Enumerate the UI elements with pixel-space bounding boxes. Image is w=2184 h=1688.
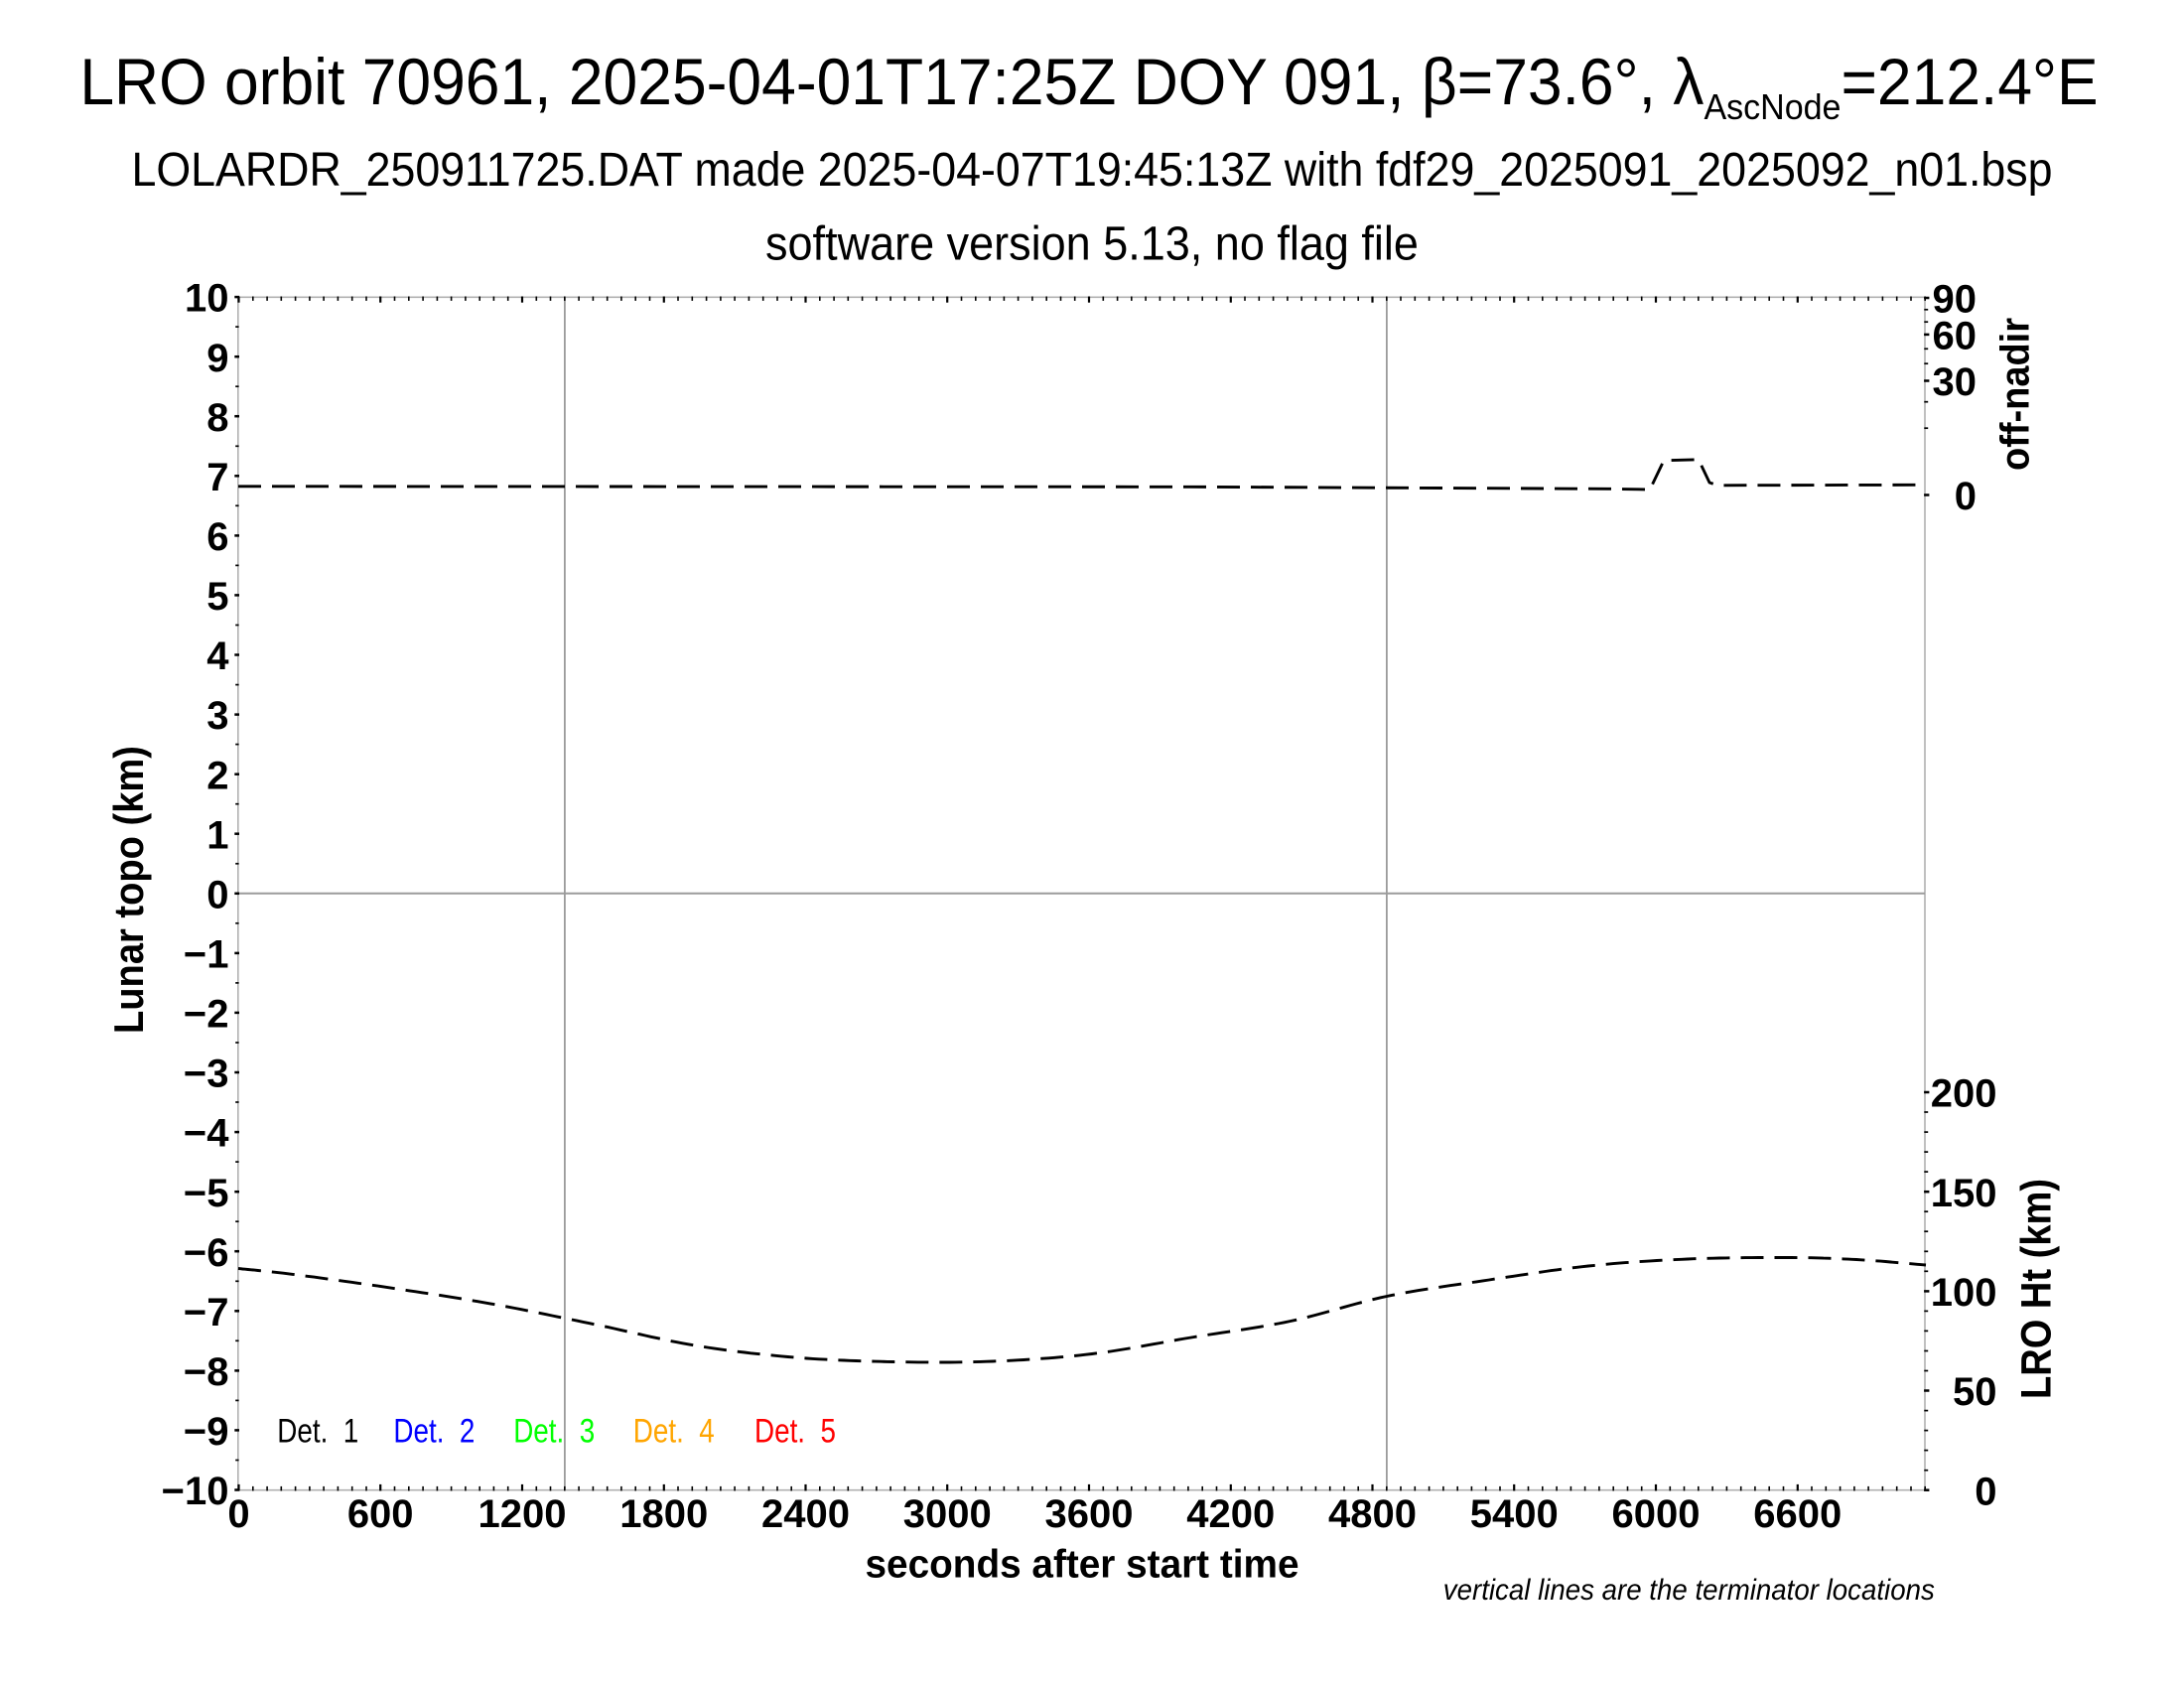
svg-text:1200: 1200 — [478, 1492, 567, 1536]
svg-text:0: 0 — [1955, 475, 1977, 518]
svg-text:150: 150 — [1931, 1172, 1997, 1215]
svg-text:−9: −9 — [184, 1410, 229, 1454]
svg-text:6: 6 — [206, 515, 228, 559]
svg-text:−5: −5 — [184, 1172, 229, 1215]
svg-text:3: 3 — [206, 694, 228, 738]
svg-text:software version 5.13, no flag: software version 5.13, no flag file — [765, 216, 1419, 270]
svg-text:4200: 4200 — [1186, 1492, 1275, 1536]
svg-text:−4: −4 — [184, 1112, 229, 1156]
svg-text:30: 30 — [1933, 360, 1978, 404]
svg-text:−7: −7 — [184, 1291, 229, 1335]
svg-text:6600: 6600 — [1753, 1492, 1842, 1536]
svg-text:−8: −8 — [184, 1350, 229, 1394]
svg-text:−10: −10 — [162, 1470, 229, 1513]
svg-text:2: 2 — [206, 754, 228, 797]
svg-text:2400: 2400 — [761, 1492, 850, 1536]
svg-text:0: 0 — [227, 1492, 249, 1536]
svg-text:1800: 1800 — [619, 1492, 708, 1536]
svg-text:0: 0 — [206, 873, 228, 916]
svg-text:Det. 4: Det. 4 — [633, 1413, 715, 1451]
svg-text:Det. 1: Det. 1 — [277, 1413, 358, 1451]
svg-text:5400: 5400 — [1470, 1492, 1559, 1536]
svg-text:Lunar topo (km): Lunar topo (km) — [105, 746, 152, 1034]
svg-text:LRO Ht (km): LRO Ht (km) — [2013, 1179, 2061, 1399]
svg-text:seconds after start time: seconds after start time — [866, 1543, 1299, 1587]
svg-text:−6: −6 — [184, 1231, 229, 1275]
svg-text:60: 60 — [1933, 315, 1978, 358]
svg-text:3000: 3000 — [903, 1492, 992, 1536]
svg-text:Det. 5: Det. 5 — [754, 1413, 836, 1451]
svg-text:90: 90 — [1933, 278, 1978, 322]
svg-text:4: 4 — [206, 634, 229, 678]
svg-text:LOLARDR_250911725.DAT made 202: LOLARDR_250911725.DAT made 2025-04-07T19… — [131, 143, 2052, 197]
svg-text:Det. 3: Det. 3 — [513, 1413, 595, 1451]
svg-text:3600: 3600 — [1045, 1492, 1134, 1536]
svg-text:600: 600 — [347, 1492, 414, 1536]
svg-text:vertical lines are the termina: vertical lines are the terminator locati… — [1443, 1574, 1935, 1607]
svg-text:9: 9 — [206, 337, 228, 380]
svg-text:−2: −2 — [184, 993, 229, 1037]
svg-text:4800: 4800 — [1328, 1492, 1417, 1536]
svg-text:5: 5 — [206, 575, 228, 619]
svg-text:6000: 6000 — [1612, 1492, 1701, 1536]
svg-text:7: 7 — [206, 456, 228, 499]
svg-text:Det. 2: Det. 2 — [393, 1413, 475, 1451]
svg-text:−1: −1 — [184, 933, 229, 977]
svg-text:50: 50 — [1953, 1370, 1997, 1414]
svg-text:10: 10 — [185, 277, 229, 321]
svg-text:100: 100 — [1931, 1271, 1997, 1315]
svg-text:200: 200 — [1931, 1072, 1997, 1116]
svg-text:off-nadir: off-nadir — [1992, 318, 2038, 471]
svg-text:−3: −3 — [184, 1053, 229, 1096]
svg-text:8: 8 — [206, 396, 228, 440]
svg-text:1: 1 — [206, 813, 228, 857]
svg-text:0: 0 — [1975, 1470, 1996, 1513]
